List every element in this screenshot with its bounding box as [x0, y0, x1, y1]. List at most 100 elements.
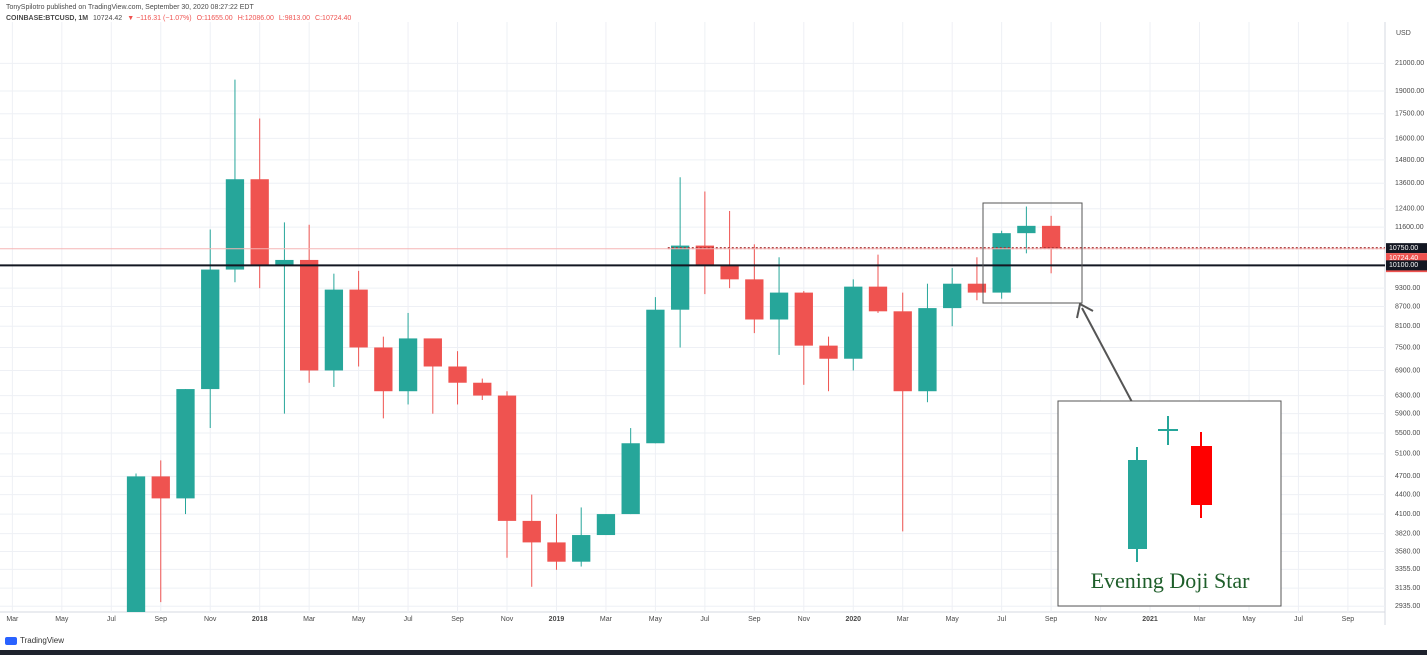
candle-body — [621, 443, 640, 515]
candle-body — [670, 245, 690, 310]
x-tick-label: May — [946, 616, 960, 623]
y-tick-label: 12400.00 — [1395, 206, 1424, 213]
candle-body — [572, 535, 591, 562]
candle-body — [201, 269, 220, 390]
y-tick-label: 5900.00 — [1395, 411, 1420, 418]
candle-body — [918, 308, 937, 392]
x-tick-label: Sep — [1342, 616, 1355, 623]
candle-body — [300, 259, 319, 371]
inset-candle — [1191, 446, 1212, 505]
candle-body — [893, 311, 912, 392]
y-tick-label: 3820.00 — [1395, 530, 1420, 537]
candle-body — [992, 233, 1011, 293]
x-tick-label: Nov — [501, 616, 514, 623]
candle-body — [176, 389, 195, 499]
candle-body — [967, 283, 987, 293]
y-tick-label: 21000.00 — [1395, 60, 1424, 67]
candle-body — [522, 520, 541, 543]
y-tick-label: 17500.00 — [1395, 111, 1424, 118]
footer: TradingView — [0, 636, 1427, 655]
y-tick-label: 4400.00 — [1395, 491, 1420, 498]
candle-body — [225, 179, 245, 270]
x-tick-label: Sep — [451, 616, 464, 623]
price-tag — [1386, 260, 1427, 271]
price-tag — [1386, 243, 1427, 254]
x-tick-label: Jul — [997, 616, 1006, 623]
candle-body — [497, 395, 517, 521]
x-tick-label: Nov — [1094, 616, 1107, 623]
inset-box — [1057, 400, 1282, 607]
y-tick-label: 19000.00 — [1395, 88, 1424, 95]
y-tick-label: 6300.00 — [1395, 392, 1420, 399]
y-tick-label: 4100.00 — [1395, 511, 1420, 518]
candle-body — [646, 309, 665, 444]
candle-body — [448, 366, 467, 383]
quote: L:9813.00 — [279, 15, 310, 22]
x-tick-label: Jul — [404, 616, 413, 623]
x-tick-label: Nov — [798, 616, 811, 623]
x-tick-label: May — [352, 616, 366, 623]
x-tick-label: Mar — [1193, 616, 1206, 623]
candle-body — [769, 292, 789, 320]
x-tick-label: 2018 — [252, 616, 268, 623]
quote: ▼ −116.31 (−1.07%) — [127, 15, 191, 22]
quote: O:11655.00 — [197, 15, 233, 22]
candle-body — [794, 292, 813, 346]
y-tick-label: 11600.00 — [1395, 224, 1424, 231]
currency: USD — [1396, 30, 1411, 37]
candle-body — [1041, 225, 1061, 249]
candle-body — [720, 265, 739, 280]
inset-candle — [1128, 460, 1147, 549]
quote: H:12086.00 — [238, 15, 274, 22]
y-tick-label: 7500.00 — [1395, 344, 1420, 351]
arrow-head — [1076, 302, 1094, 319]
y-tick-label: 3580.00 — [1395, 548, 1420, 555]
y-tick-label: 2935.00 — [1395, 603, 1420, 610]
y-tick-label: 6900.00 — [1395, 367, 1420, 374]
candle-body — [374, 347, 393, 392]
y-tick-label: 14800.00 — [1395, 157, 1424, 164]
y-tick-label: 5500.00 — [1395, 430, 1420, 437]
x-tick-label: Mar — [600, 616, 613, 623]
x-tick-label: Mar — [303, 616, 316, 623]
candle-body — [819, 345, 838, 359]
x-tick-label: 2021 — [1142, 616, 1158, 623]
candle-body — [868, 286, 888, 312]
candle-body — [745, 279, 764, 320]
candle-body — [1017, 225, 1036, 234]
symbol: COINBASE:BTCUSD, 1M — [6, 15, 88, 22]
y-tick-label: 5100.00 — [1395, 451, 1420, 458]
candle-body — [695, 245, 715, 266]
y-tick-label: 8100.00 — [1395, 323, 1420, 330]
candle-body — [844, 286, 863, 359]
bottom-bar — [0, 650, 1427, 655]
price-tag-label: 10750.00 — [1389, 245, 1418, 252]
candle-body — [349, 289, 368, 348]
candle-body — [275, 259, 294, 266]
price-tag-label: 10100.00 — [1389, 262, 1418, 269]
x-tick-label: Sep — [1045, 616, 1058, 623]
x-tick-label: Sep — [155, 616, 168, 623]
logo — [5, 637, 17, 645]
candle-body — [473, 382, 492, 396]
y-tick-label: 4700.00 — [1395, 473, 1420, 480]
x-tick-label: Jul — [700, 616, 709, 623]
candle-body — [423, 338, 442, 367]
candle-body — [324, 289, 344, 371]
candle-body — [398, 338, 418, 392]
x-tick-label: Jul — [1294, 616, 1303, 623]
price-tag-label: 10724.40 — [1389, 255, 1418, 262]
candle-body — [126, 476, 146, 612]
x-tick-label: 2020 — [845, 616, 861, 623]
x-tick-label: Mar — [6, 616, 19, 623]
x-tick-label: Jul — [107, 616, 116, 623]
quote: C:10724.40 — [315, 15, 351, 22]
y-tick-label: 9300.00 — [1395, 285, 1420, 292]
y-tick-label: 3135.00 — [1395, 585, 1420, 592]
candle-body — [250, 179, 269, 266]
x-tick-label: May — [55, 616, 69, 623]
y-tick-label: 3355.00 — [1395, 566, 1420, 573]
y-tick-label: 8700.00 — [1395, 303, 1420, 310]
candle-body — [596, 514, 616, 536]
